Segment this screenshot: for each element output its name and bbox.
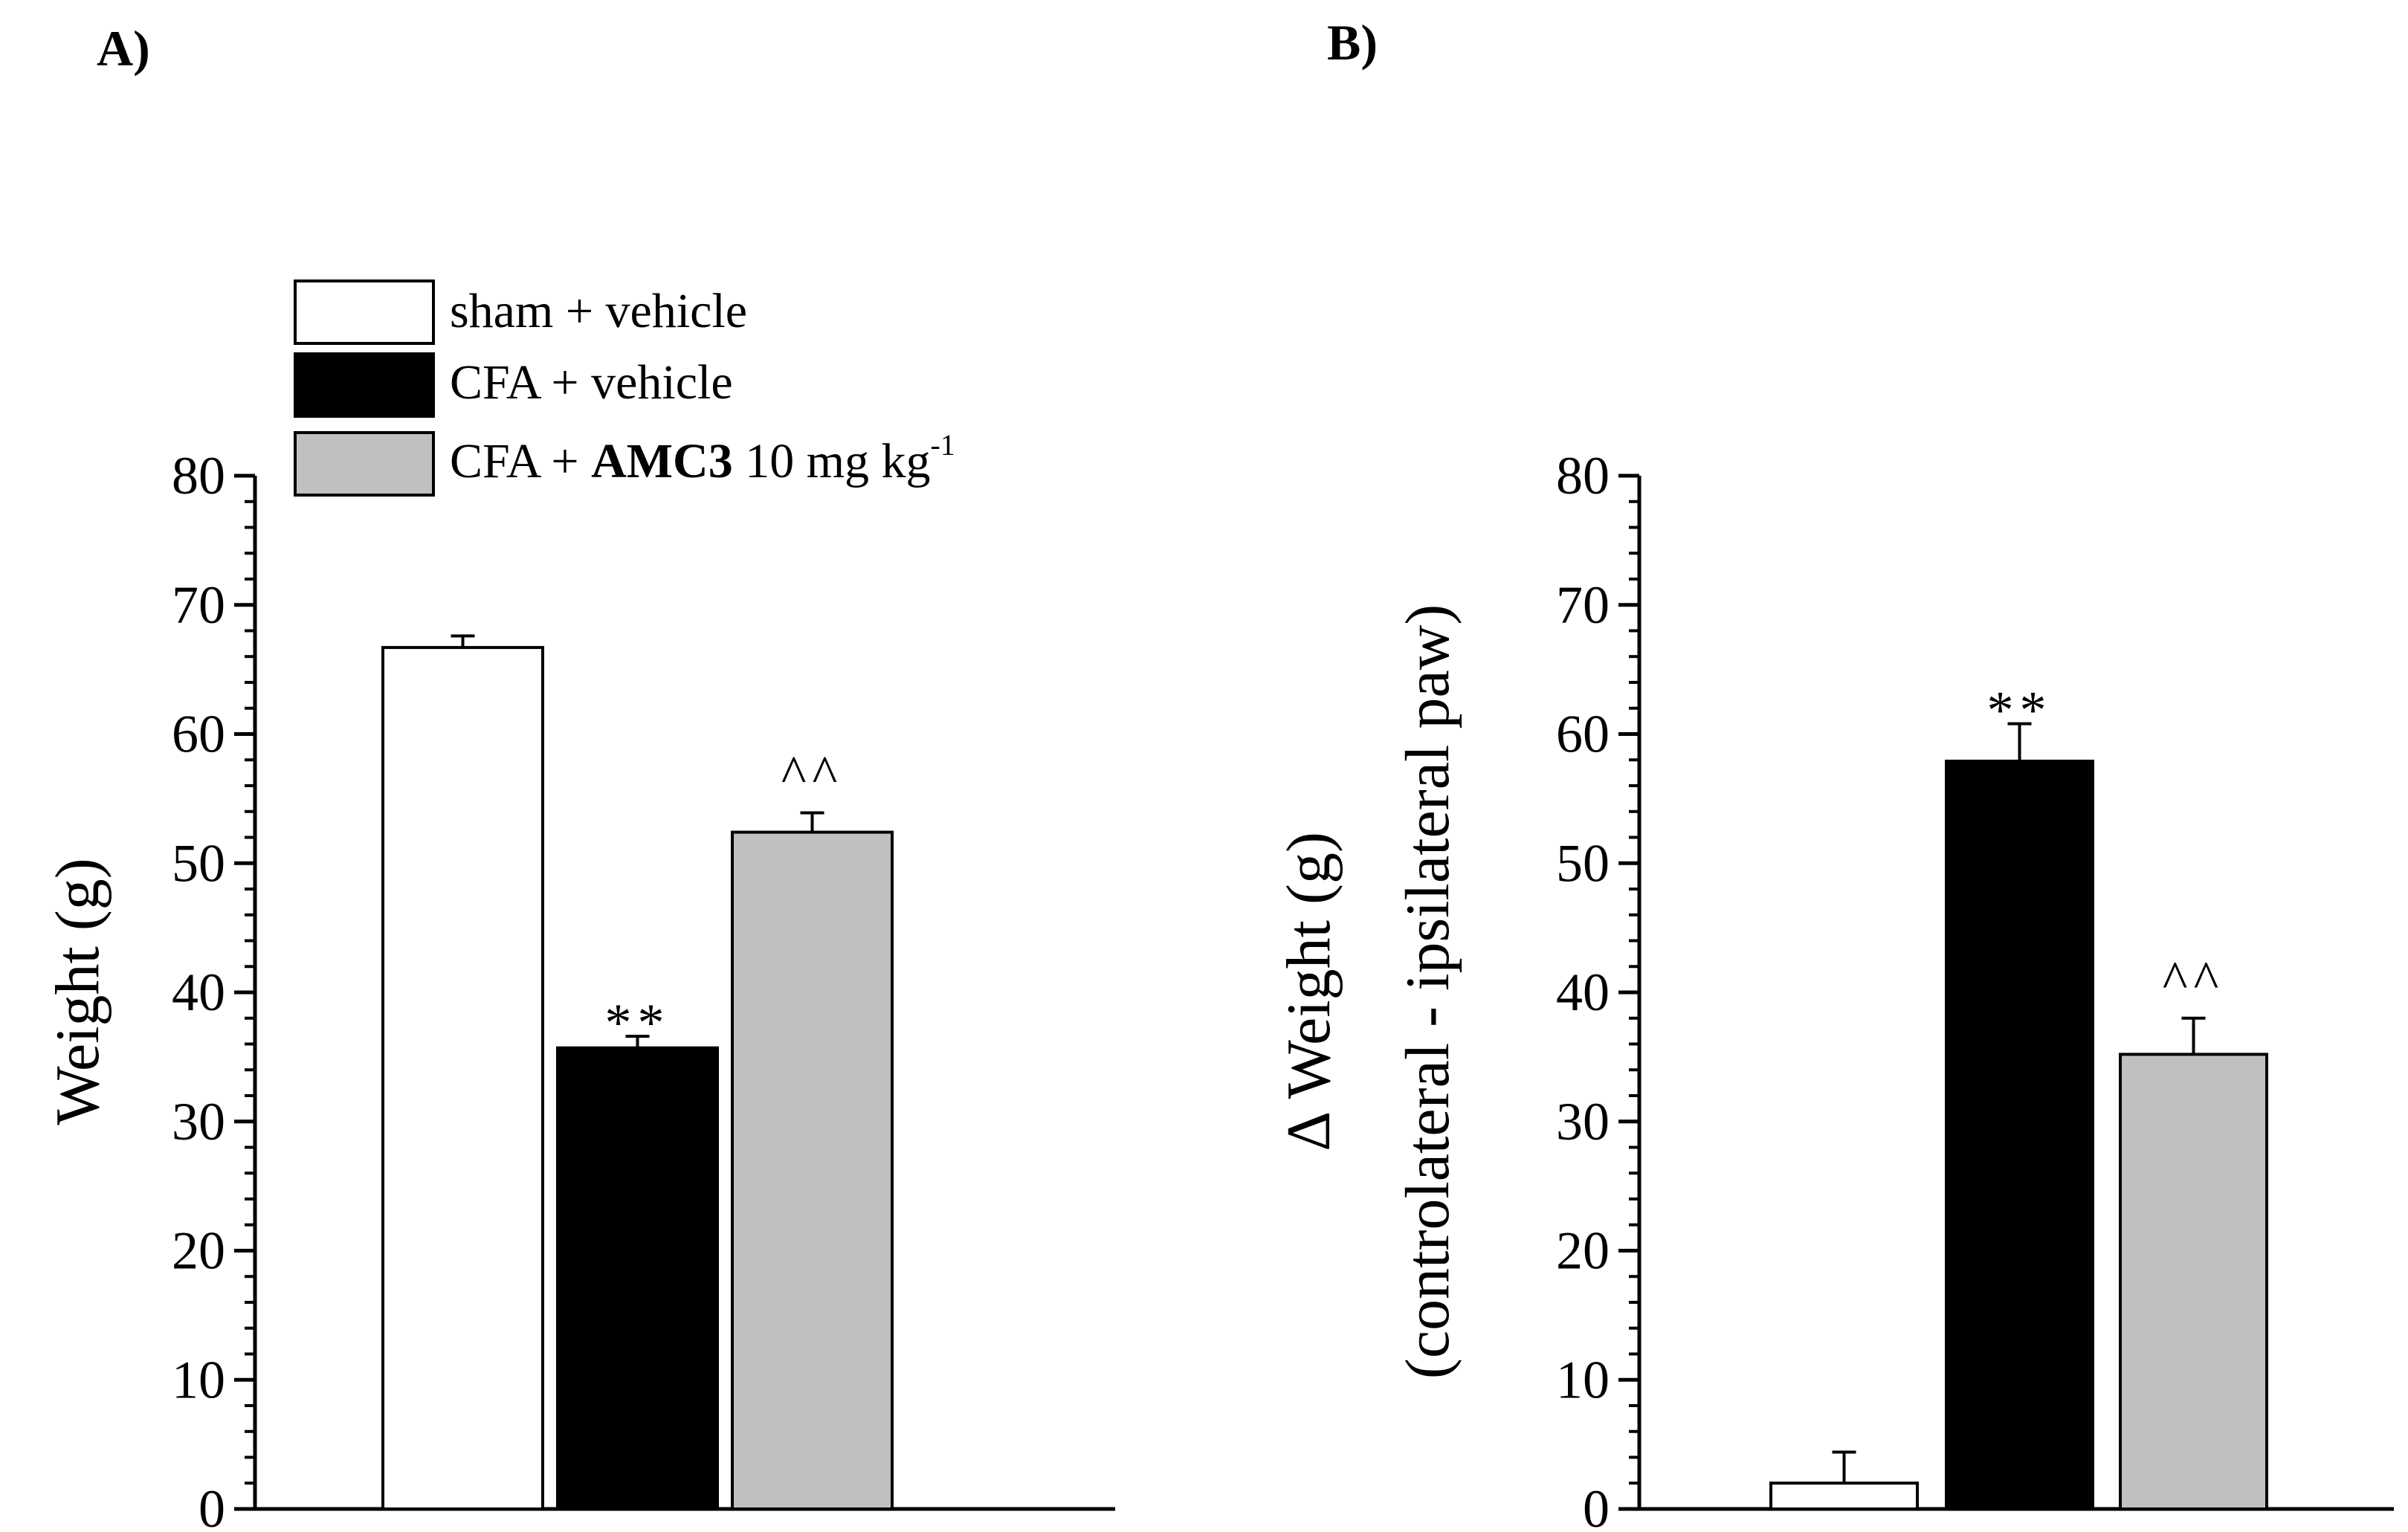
panel-a-label: A) xyxy=(97,20,150,77)
panel-b-tick-label: 70 xyxy=(1556,575,1610,635)
legend-label-sham: sham + vehicle xyxy=(450,284,747,338)
panel-a-tick-label: 30 xyxy=(172,1092,225,1151)
panel-a-bars: ** ^^ xyxy=(381,634,894,1511)
panel-a-tick-label: 0 xyxy=(198,1479,225,1532)
panel-b-tick-label: 60 xyxy=(1556,705,1610,764)
panel-a-chart: 0 10 20 30 40 50 60 70 80 ** ^^ Weight (g) xyxy=(43,446,1115,1532)
panel-b-tick-label: 10 xyxy=(1556,1350,1610,1409)
panel-b-bar-cfa xyxy=(1945,759,2094,1510)
legend-label-amc3-bold: AMC3 xyxy=(591,434,733,488)
panel-a-annotation-amc3: ^^ xyxy=(781,744,844,804)
panel-b-ylabel-line1: Δ Weight (g) xyxy=(1274,832,1343,1151)
panel-a-axes: 0 10 20 30 40 50 60 70 80 xyxy=(172,446,1115,1532)
legend-swatch-cfa xyxy=(294,352,435,418)
panel-a-ylabel: Weight (g) xyxy=(43,858,112,1125)
legend-label-amc3-prefix: CFA + xyxy=(450,434,591,488)
panel-b-bar-amc3 xyxy=(2119,1053,2268,1510)
panel-a-tick-label: 40 xyxy=(172,963,225,1022)
panel-a-bar-sham xyxy=(381,646,544,1510)
panel-b-label: B) xyxy=(1327,14,1378,71)
panel-b-ylabel-line2: (controlateral - ipsilateral paw) xyxy=(1393,604,1462,1380)
panel-b-tick-label: 80 xyxy=(1556,446,1610,505)
legend-label-amc3-sup: -1 xyxy=(931,428,955,462)
panel-b-bar-sham xyxy=(1769,1481,1919,1510)
panel-b-annotation-cfa: ** xyxy=(1987,681,2053,740)
panel-a-tick-label: 70 xyxy=(172,575,225,635)
legend-swatch-amc3 xyxy=(294,431,435,497)
panel-a-annotation-cfa: ** xyxy=(605,993,671,1053)
panel-a-tick-label: 50 xyxy=(172,833,225,893)
legend-label-amc3-suffix: 10 mg kg xyxy=(733,434,931,488)
panel-b-tick-label: 30 xyxy=(1556,1092,1610,1151)
panel-b-tick-label: 0 xyxy=(1583,1479,1610,1532)
panel-a-tick-label: 20 xyxy=(172,1221,225,1281)
panel-b-annotation-amc3: ^^ xyxy=(2163,950,2225,1009)
panel-a-tick-label: 80 xyxy=(172,446,225,505)
legend-swatch-sham xyxy=(294,279,435,345)
panel-b-chart: 0 10 20 30 40 50 60 70 80 ** ^^ Δ Weight (g) (con… xyxy=(1274,446,2394,1532)
panel-b-tick-label: 20 xyxy=(1556,1221,1610,1281)
legend-label-amc3: CFA + AMC3 10 mg kg-1 xyxy=(450,428,955,488)
panel-b-axes: 0 10 20 30 40 50 60 70 80 xyxy=(1556,446,2394,1532)
panel-a-bar-amc3 xyxy=(731,830,894,1511)
panel-b-tick-label: 40 xyxy=(1556,963,1610,1022)
panel-a-tick-label: 60 xyxy=(172,705,225,764)
panel-b-tick-label: 50 xyxy=(1556,833,1610,893)
legend-label-cfa: CFA + vehicle xyxy=(450,355,733,410)
panel-b-bars: ** ^^ xyxy=(1769,681,2268,1510)
legend: sham + vehicle CFA + vehicle CFA + AMC3 … xyxy=(294,279,955,497)
panel-a-bar-cfa xyxy=(556,1046,719,1510)
panel-a-tick-label: 10 xyxy=(172,1350,225,1409)
